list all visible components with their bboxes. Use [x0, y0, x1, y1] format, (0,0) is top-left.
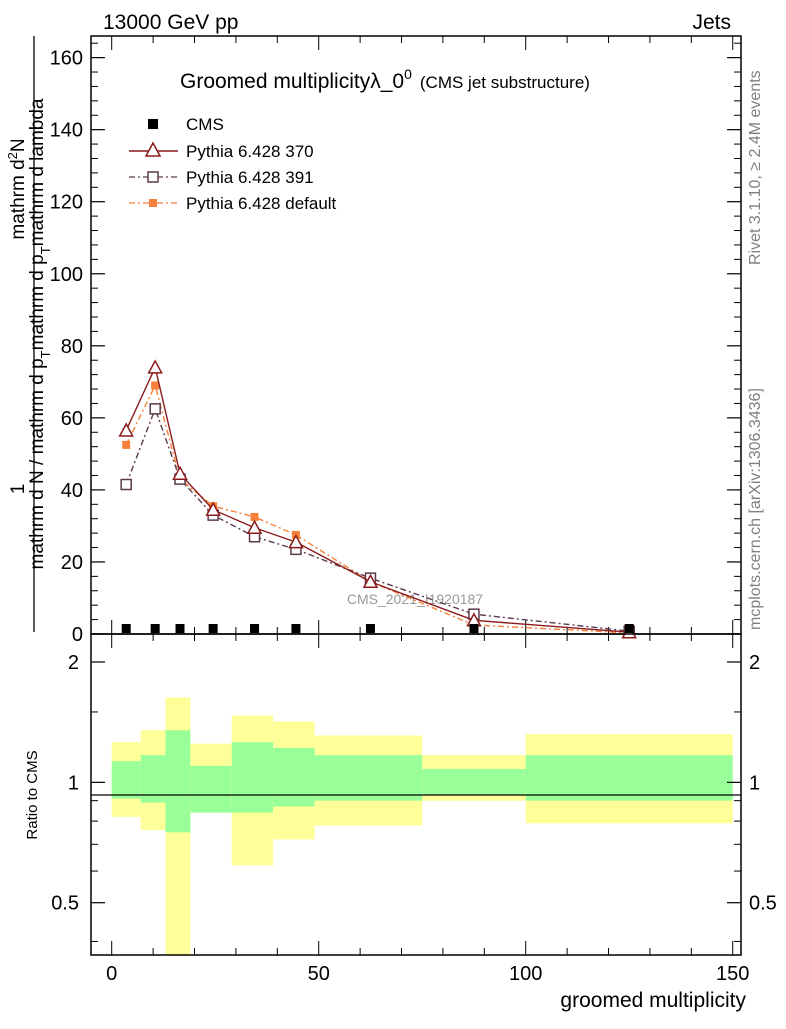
- main-series: [118, 359, 637, 639]
- y-label-part-3: mathrm d lambda: [27, 98, 48, 246]
- ratio-band-inner: [525, 755, 733, 801]
- data-point: [362, 573, 379, 589]
- legend-item-370: Pythia 6.428 370: [129, 141, 314, 161]
- chart-title-text: Groomed multiplicityλ_0: [180, 70, 404, 93]
- header-right: Jets: [692, 11, 731, 34]
- x-tick-label: 100: [509, 963, 542, 985]
- legend-label-370: Pythia 6.428 370: [186, 142, 314, 161]
- y-label-part-2: mathrm d p: [27, 254, 48, 350]
- ratio-band-inner: [190, 765, 232, 813]
- data-point: [122, 440, 131, 449]
- mcplots-label: mcplots.cern.ch [arXiv:1306.3436]: [747, 388, 764, 630]
- y-tick-label: 120: [50, 192, 83, 214]
- ratio-y-tick-label: 2: [68, 652, 79, 674]
- data-point: [172, 465, 188, 480]
- data-point: [469, 624, 479, 633]
- legend-marker-default: [149, 199, 157, 207]
- data-point: [208, 624, 218, 633]
- y-tick-label: 60: [61, 408, 83, 430]
- main-y-ticks: 0 20 40 60 80 100 120 140 160: [50, 42, 741, 646]
- ratio-band-inner: [231, 742, 274, 813]
- legend-item-391: Pythia 6.428 391: [129, 168, 314, 187]
- y-tick-label: 40: [61, 480, 83, 502]
- data-point: [151, 381, 160, 390]
- data-point: [175, 624, 185, 633]
- legend-item-cms: CMS: [148, 115, 224, 134]
- x-tick-label: 150: [716, 963, 749, 985]
- y-tick-label: 20: [61, 552, 83, 574]
- chart-subtitle: (CMS jet substructure): [420, 73, 590, 92]
- ratio-y-tick-label: 1: [68, 772, 79, 794]
- x-tick-label: 0: [106, 963, 117, 985]
- legend-label-default: Pythia 6.428 default: [186, 194, 337, 213]
- data-point: [205, 501, 221, 516]
- ratio-panel: 0.5 0.5 1 1 2 2 0 50 100 150 Ratio to CMS groome…: [24, 633, 777, 1012]
- legend-label-cms: CMS: [186, 115, 224, 134]
- data-point: [246, 519, 263, 534]
- y-label-part-1: mathrm d N / mathrm d p: [27, 358, 48, 569]
- ratio-frame: [90, 633, 742, 956]
- data-point: [149, 403, 161, 415]
- rivet-label: Rivet 3.1.10, ≥ 2.4M events: [747, 70, 764, 265]
- ratio-y-tick-label-right: 1: [749, 772, 760, 794]
- data-point: [147, 359, 163, 374]
- y-tick-label: 140: [50, 120, 83, 142]
- y-label-numerator: mathrm d2N: [5, 138, 29, 239]
- y-tick-label: 100: [50, 264, 83, 286]
- y-tick-label: 80: [61, 336, 83, 358]
- data-point: [150, 624, 160, 633]
- legend-marker-370: [144, 141, 162, 157]
- x-axis-label: groomed multiplicity: [560, 989, 746, 1012]
- chart-title: Groomed multiplicityλ_00 (CMS jet substru…: [180, 66, 590, 93]
- ratio-band-inner: [111, 761, 141, 799]
- header-left: 13000 GeV pp: [103, 11, 238, 34]
- chart-title-sup: 0: [404, 66, 412, 82]
- ratio-x-ticks: 0 50 100 150: [106, 634, 749, 985]
- y-label-sub-2: T: [38, 246, 53, 254]
- data-point: [291, 624, 301, 633]
- ratio-y-tick-label-right: 0.5: [749, 893, 777, 915]
- y-label-num-part-1: mathrm d: [8, 159, 29, 239]
- ratio-band-inner: [422, 768, 526, 795]
- legend: CMS Pythia 6.428 370 Pythia 6.428 391 Py…: [129, 115, 337, 213]
- ratio-band-inner: [314, 755, 423, 801]
- data-point: [624, 624, 634, 633]
- ratio-band-inner: [165, 730, 191, 833]
- legend-label-391: Pythia 6.428 391: [186, 168, 314, 187]
- y-label-bottom: mathrm d N / mathrm d pTmathrm d pTmathr…: [27, 98, 53, 569]
- y-axis-label: mathrm d N / mathrm d pTmathrm d pTmathr…: [27, 98, 53, 569]
- data-point: [365, 624, 375, 633]
- data-point: [288, 534, 304, 549]
- y-axis-label-fraction: 1 mathrm d2N: [5, 36, 35, 632]
- data-point: [120, 478, 132, 491]
- y-tick-label: 0: [72, 624, 83, 646]
- legend-marker-391: [147, 171, 159, 183]
- ratio-y-tick-label: 0.5: [51, 893, 79, 915]
- legend-item-default: Pythia 6.428 default: [129, 194, 337, 213]
- y-label-numerator-one: 1: [8, 484, 29, 495]
- legend-marker-cms: [148, 119, 158, 129]
- y-label-num-part-2: N: [8, 138, 29, 152]
- y-label-num-sup: 2: [5, 152, 20, 159]
- ratio-band-inner: [273, 747, 315, 807]
- ratio-y-label: Ratio to CMS: [24, 750, 41, 839]
- ratio-y-ticks: 0.5 0.5 1 1 2 2: [51, 652, 777, 942]
- x-tick-label: 50: [308, 963, 330, 985]
- y-label-sub-1: T: [38, 350, 53, 358]
- y-tick-label: 160: [50, 48, 83, 70]
- data-point: [121, 624, 131, 633]
- ratio-bands: [111, 697, 733, 955]
- ratio-y-tick-label-right: 2: [749, 652, 760, 674]
- data-point: [118, 422, 134, 437]
- data-point: [250, 624, 260, 633]
- data-point: [250, 512, 259, 521]
